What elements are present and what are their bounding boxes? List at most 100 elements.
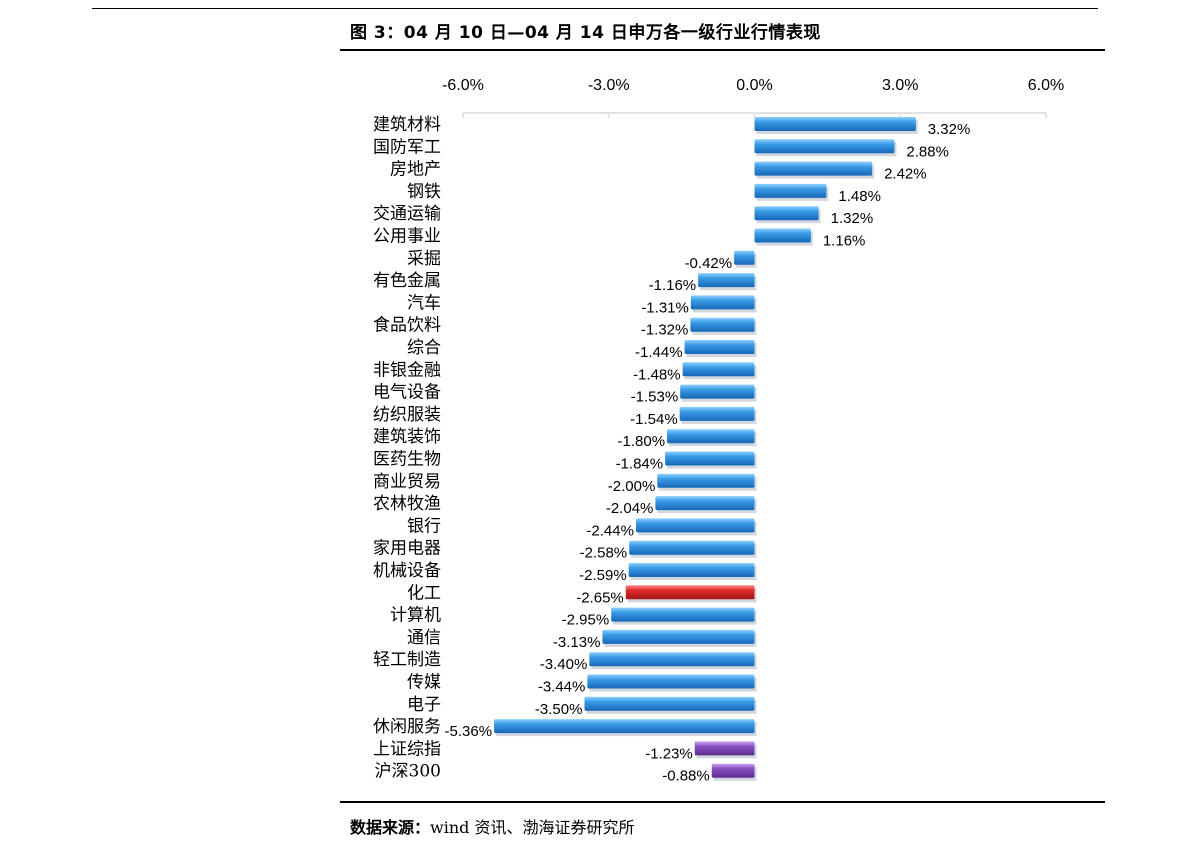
category-label: 农林牧渔 [373, 494, 441, 514]
category-label: 国防军工 [373, 137, 441, 157]
category-label: 沪深300 [375, 762, 441, 782]
category-label: 食品饮料 [373, 316, 441, 336]
bar [657, 473, 755, 488]
bar [602, 629, 755, 644]
value-label: 1.16% [823, 233, 866, 250]
category-label: 电气设备 [373, 383, 441, 403]
value-label: -0.42% [685, 255, 733, 272]
value-label: -2.04% [606, 500, 654, 517]
category-label: 通信 [407, 628, 441, 648]
source-note: 数据来源：wind 资讯、渤海证券研究所 [350, 814, 634, 838]
category-label: 纺织服装 [373, 405, 441, 425]
value-label: 1.48% [838, 188, 881, 205]
category-label: 银行 [407, 516, 441, 536]
category-label: 计算机 [390, 606, 441, 626]
x-tick-label: 6.0% [1028, 77, 1064, 94]
bar [698, 273, 755, 288]
bar [694, 741, 755, 756]
value-labels: 3.32% 2.88% 2.42%1.48% 1.32% 1.16% -0.42% -1.1… [445, 121, 971, 785]
bar [625, 585, 755, 600]
value-label: -1.16% [649, 277, 697, 294]
category-label: 建筑装饰 [373, 427, 441, 447]
category-label: 电子 [407, 695, 441, 715]
value-label: -3.40% [540, 656, 588, 673]
bar [667, 429, 755, 444]
category-label: 采掘 [407, 249, 441, 269]
bar [734, 250, 755, 265]
category-label: 非银金融 [373, 360, 441, 380]
category-label: 钢铁 [407, 182, 441, 202]
category-label: 医药生物 [373, 450, 441, 470]
bar [754, 139, 895, 154]
x-tick-label: -3.0% [588, 77, 630, 94]
category-label: 商业贸易 [373, 472, 441, 492]
bar [754, 228, 811, 243]
category-label: 化工 [407, 583, 441, 603]
category-label: 机械设备 [373, 561, 441, 581]
title-rule [340, 49, 1105, 51]
x-tick-label: 3.0% [882, 77, 918, 94]
bottom-rule [340, 801, 1105, 803]
bar [690, 317, 755, 332]
category-label: 房地产 [390, 160, 441, 180]
value-label: -1.53% [631, 389, 679, 406]
x-tick-label: 0.0% [736, 77, 772, 94]
category-label: 综合 [407, 338, 441, 358]
bar [635, 518, 755, 533]
bar [711, 763, 755, 778]
category-label: 有色金属 [373, 271, 441, 291]
bar [754, 183, 827, 198]
source-text: wind 资讯、渤海证券研究所 [430, 818, 635, 837]
value-label: -2.59% [579, 567, 627, 584]
value-label: 2.88% [906, 143, 949, 160]
x-tick-label: -6.0% [442, 77, 484, 94]
bar [754, 117, 916, 131]
value-label: -3.13% [553, 634, 601, 651]
bar [589, 652, 755, 667]
bar [629, 540, 755, 555]
bar [684, 340, 755, 354]
value-label: -3.50% [535, 701, 583, 718]
category-label: 汽车 [407, 293, 441, 313]
category-label: 传媒 [407, 673, 441, 693]
bar [655, 496, 755, 511]
bar [754, 206, 819, 221]
category-label: 轻工制造 [373, 650, 441, 670]
value-label: -0.88% [662, 768, 710, 785]
value-label: -1.32% [641, 322, 689, 339]
category-label: 公用事业 [373, 227, 441, 247]
value-label: -1.80% [618, 433, 666, 450]
value-label: -1.31% [641, 299, 689, 316]
source-label: 数据来源： [350, 818, 431, 837]
bar [628, 563, 755, 577]
category-label: 建筑材料 [373, 115, 441, 135]
value-label: -2.44% [586, 522, 634, 539]
value-label: 2.42% [884, 166, 927, 183]
category-label: 家用电器 [373, 539, 441, 559]
value-label: -3.44% [538, 679, 586, 696]
bar [754, 161, 873, 176]
figure-title: 图 3：04 月 10 日—04 月 14 日申万各一级行业行情表现 [350, 23, 821, 43]
category-label: 休闲服务 [373, 717, 441, 737]
value-label: -5.36% [445, 723, 493, 740]
value-label: 1.32% [831, 210, 874, 227]
category-label: 交通运输 [373, 204, 441, 224]
x-axis-ticks: -6.0% -3.0% 0.0% 3.0% 6.0% [442, 77, 1064, 94]
value-label: -2.95% [562, 612, 610, 629]
bar [584, 696, 755, 711]
bar [690, 295, 755, 310]
gridlines [462, 112, 1047, 118]
value-label: -1.84% [616, 456, 664, 473]
bar [679, 406, 755, 421]
value-label: -1.44% [635, 344, 683, 361]
bar [494, 719, 755, 734]
category-labels: 建筑材料国防军工房地产钢铁交通运输公用事业采掘有色金属汽车食品饮料综合非银金融电… [373, 115, 441, 782]
value-label: -1.48% [633, 366, 681, 383]
value-label: -2.00% [608, 478, 656, 495]
value-label: -2.58% [580, 545, 628, 562]
value-label: -2.65% [576, 589, 624, 606]
value-label: 3.32% [928, 121, 971, 138]
bars [494, 117, 918, 781]
bar [680, 384, 755, 399]
